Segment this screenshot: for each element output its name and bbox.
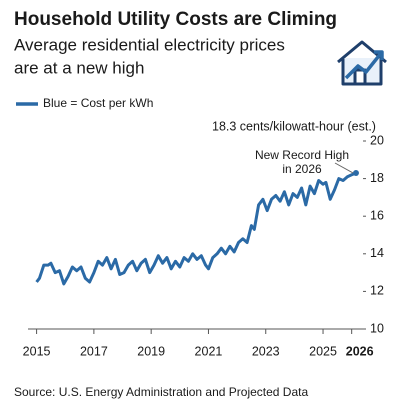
y-tick-label: 12 (370, 284, 384, 298)
house-icon (337, 40, 387, 86)
x-tick-label: 2015 (23, 344, 51, 358)
x-tick-label: 2025 (309, 344, 337, 358)
unit-label: 18.3 cents/kilowatt-hour (est.) (212, 119, 376, 133)
annotation-leader (334, 162, 354, 174)
y-tick-label: 16 (370, 208, 384, 222)
x-tick-label: 2023 (252, 344, 280, 358)
end-point (352, 169, 359, 176)
y-tick-label: 14 (370, 246, 384, 260)
x-tick-label: 2019 (137, 344, 165, 358)
chart-title: Household Utility Costs are Climing (14, 9, 337, 30)
annotation: New Record High (255, 148, 349, 162)
subtitle: are at a new high (14, 58, 144, 77)
legend-label: Blue = Cost per kWh (43, 96, 153, 110)
source: Source: U.S. Energy Administration and P… (14, 385, 308, 399)
y-tick-label: 20 (370, 133, 384, 147)
y-tick-label: 18 (370, 171, 384, 185)
x-tick-label: 2017 (80, 344, 108, 358)
annotation: in 2026 (282, 162, 322, 176)
subtitle: Average residential electricity prices (14, 35, 285, 54)
x-tick-label: 2021 (195, 344, 223, 358)
line-series (35, 171, 357, 286)
x-tick-label: 2026 (346, 344, 374, 358)
y-tick-label: 10 (370, 321, 384, 335)
